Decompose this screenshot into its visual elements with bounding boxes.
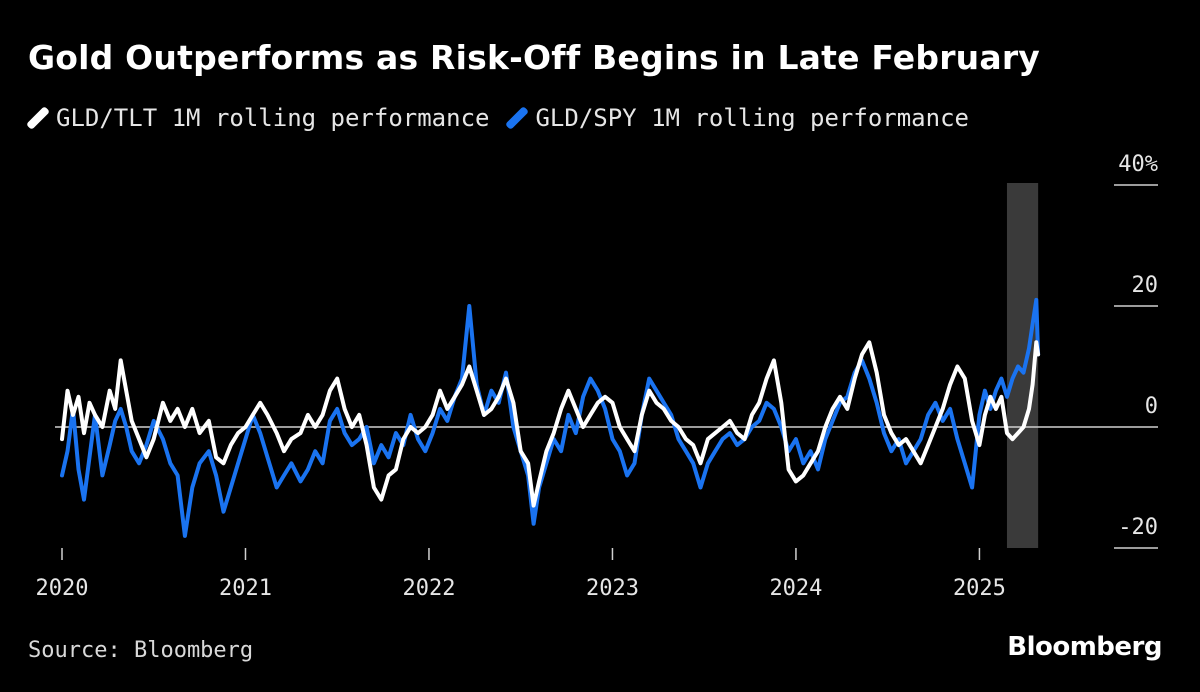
legend-label-gld-tlt: GLD/TLT 1M rolling performance — [56, 104, 490, 132]
y-tick-label: 20 — [1132, 273, 1159, 298]
y-tick-label: -20 — [1118, 515, 1158, 540]
x-tick-label: 2024 — [769, 576, 822, 601]
x-tick-label: 2020 — [36, 576, 89, 601]
bloomberg-logo: Bloomberg — [1007, 632, 1162, 662]
x-tick-label: 2025 — [953, 576, 1006, 601]
legend-item-gld-tlt: GLD/TLT 1M rolling performance — [25, 104, 490, 132]
legend: GLD/TLT 1M rolling performance GLD/SPY 1… — [25, 104, 987, 132]
x-tick-label: 2023 — [586, 576, 639, 601]
series-line-gld-spy — [60, 297, 1041, 538]
chart-title: Gold Outperforms as Risk-Off Begins in L… — [28, 38, 1041, 77]
source-note: Source: Bloomberg — [28, 638, 254, 663]
legend-label-gld-spy: GLD/SPY 1M rolling performance — [535, 104, 969, 132]
y-tick-label: 0 — [1145, 394, 1158, 419]
x-tick-label: 2022 — [402, 576, 455, 601]
legend-item-gld-spy: GLD/SPY 1M rolling performance — [505, 104, 969, 132]
series-line-gld-tlt — [60, 340, 1041, 508]
x-tick-label: 2021 — [219, 576, 272, 601]
y-tick-label: 40% — [1118, 152, 1158, 177]
